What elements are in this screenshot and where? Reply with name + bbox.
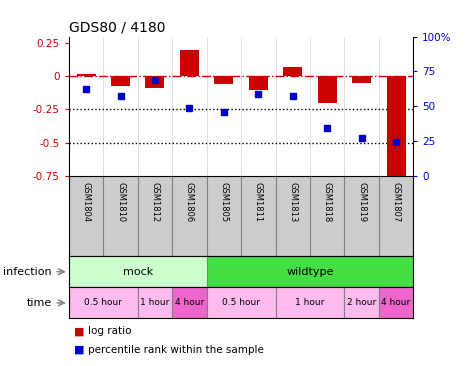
Text: GSM1818: GSM1818 [323,182,332,223]
Text: 1 hour: 1 hour [140,298,170,307]
Bar [352,76,371,83]
Bar [145,76,164,88]
Text: GSM1812: GSM1812 [151,182,160,222]
Bar [318,76,337,103]
Bar [283,67,302,76]
Text: mock: mock [123,267,153,277]
Bar [214,76,233,84]
Bar [180,50,199,76]
Text: time: time [27,298,52,308]
Text: GDS80 / 4180: GDS80 / 4180 [69,20,165,34]
Text: 4 hour: 4 hour [381,298,411,307]
Text: GSM1806: GSM1806 [185,182,194,223]
Text: GSM1810: GSM1810 [116,182,125,222]
Bar [69,256,207,287]
Text: ■: ■ [74,344,84,355]
Text: GSM1813: GSM1813 [288,182,297,223]
Text: GSM1811: GSM1811 [254,182,263,222]
Bar [207,287,276,318]
Text: wildtype: wildtype [286,267,333,277]
Text: 0.5 hour: 0.5 hour [85,298,123,307]
Text: 1 hour: 1 hour [295,298,324,307]
Text: 4 hour: 4 hour [175,298,204,307]
Bar [69,287,138,318]
Bar [76,74,95,76]
Text: 0.5 hour: 0.5 hour [222,298,260,307]
Bar [379,287,413,318]
Bar [207,256,413,287]
Text: ■: ■ [74,326,84,336]
Bar [138,287,172,318]
Text: GSM1807: GSM1807 [391,182,400,223]
Text: GSM1805: GSM1805 [219,182,228,222]
Text: 2 hour: 2 hour [347,298,376,307]
Text: GSM1804: GSM1804 [82,182,91,222]
Bar [249,76,268,90]
Bar [111,76,130,86]
Text: log ratio: log ratio [88,326,132,336]
Bar [276,287,344,318]
Text: GSM1819: GSM1819 [357,182,366,222]
Bar [172,287,207,318]
Text: infection: infection [3,267,52,277]
Bar [344,287,379,318]
Text: percentile rank within the sample: percentile rank within the sample [88,344,264,355]
Bar [387,76,406,182]
